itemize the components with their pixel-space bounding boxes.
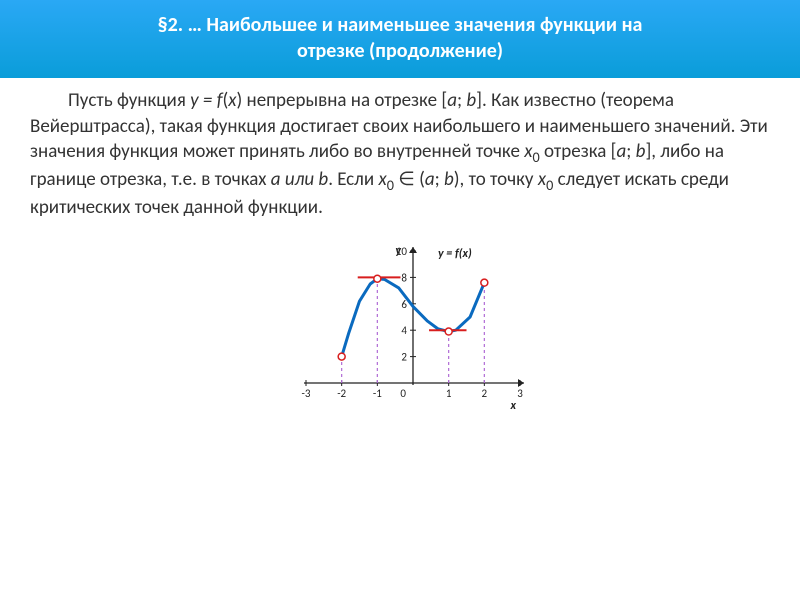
paragraph: Пусть функция y = f(x) непрерывна на отр… — [30, 88, 770, 221]
svg-text:4: 4 — [401, 324, 407, 337]
svg-text:y: y — [395, 244, 401, 258]
svg-text:-1: -1 — [373, 387, 382, 400]
svg-text:-3: -3 — [302, 387, 311, 400]
slide-header: §2. … Наибольшее и наименьшее значения ф… — [0, 0, 800, 78]
svg-text:8: 8 — [401, 271, 407, 284]
function-chart: -3-2-11232468100yxy = f(x) — [270, 239, 530, 409]
svg-text:3: 3 — [517, 387, 523, 400]
svg-text:0: 0 — [400, 387, 406, 400]
chart-container: -3-2-11232468100yxy = f(x) — [0, 239, 800, 409]
svg-text:y = f(x): y = f(x) — [438, 247, 472, 261]
header-line2: отрезке (продолжение) — [297, 39, 503, 63]
svg-text:1: 1 — [446, 387, 452, 400]
svg-text:2: 2 — [482, 387, 488, 400]
svg-text:x: x — [509, 399, 516, 409]
svg-text:2: 2 — [401, 351, 407, 364]
header-line1: §2. … Наибольшее и наименьшее значения ф… — [158, 13, 643, 37]
body-text: Пусть функция y = f(x) непрерывна на отр… — [0, 78, 800, 221]
svg-text:-2: -2 — [337, 387, 346, 400]
